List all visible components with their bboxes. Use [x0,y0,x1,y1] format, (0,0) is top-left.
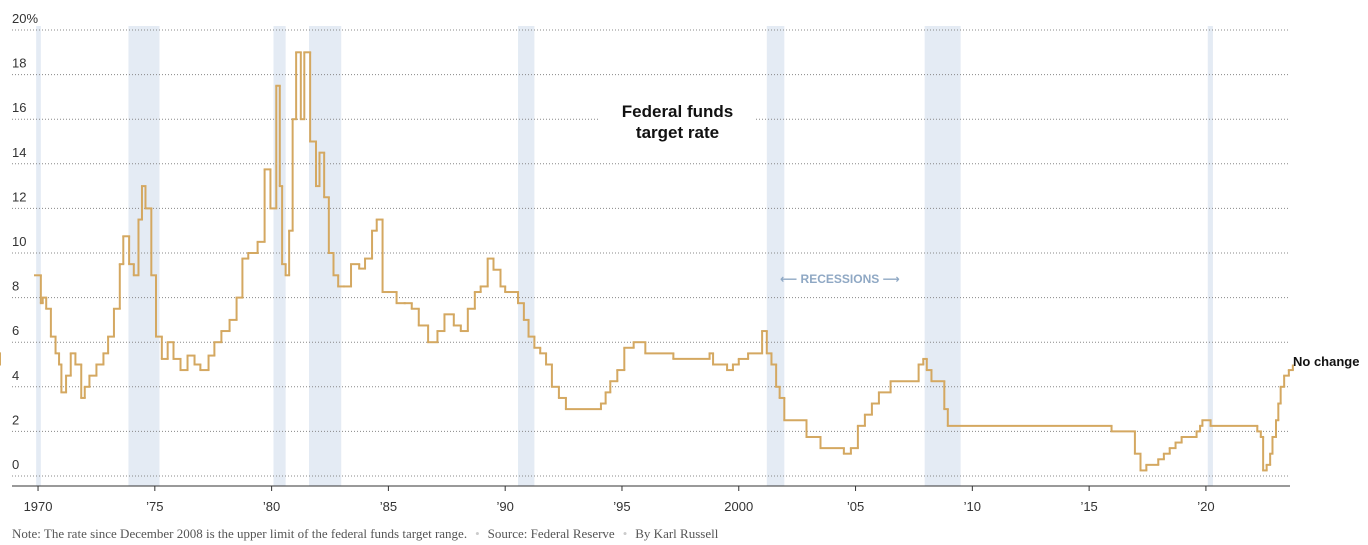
y-tick-label: 12 [12,189,26,204]
x-tick-label: ’75 [146,499,163,514]
recession-band [924,26,961,486]
arrow: ⟵ [780,272,801,286]
arrow: ⟶ [879,272,900,286]
recession-band [1207,26,1213,486]
series-annotation: Federal funds target rate [600,101,755,143]
recessions-label: ⟵ RECESSIONS ⟶ [780,272,900,286]
x-tick-label: ’20 [1197,499,1214,514]
x-tick-label: 1970 [24,499,53,514]
separator: • [622,526,628,541]
recession-band [128,26,160,486]
x-tick-label: ’10 [964,499,981,514]
y-tick-label: 20% [12,11,38,26]
separator: • [475,526,480,541]
note: Note: The rate since December 2008 is th… [12,526,468,541]
y-tick-label: 0 [12,457,19,472]
end-label: No change [1293,354,1360,369]
recession-band [518,26,535,486]
y-tick-label: 6 [12,323,19,338]
y-tick-label: 16 [12,100,26,115]
y-tick-label: 18 [12,56,26,71]
x-tick-label: 2000 [724,499,753,514]
byline: By Karl Russell [635,526,719,541]
y-tick-label: 2 [12,412,19,427]
recession-band [308,26,342,486]
y-tick-label: 10 [12,234,26,249]
y-tick-label: 4 [12,368,19,383]
y-tick-label: 14 [12,145,26,160]
recessions-text: RECESSIONS [800,272,880,286]
y-tick-label: 8 [12,279,19,294]
recession-band [766,26,785,486]
x-tick-label: ’15 [1080,499,1097,514]
x-tick-label: ’90 [497,499,514,514]
x-tick-label: ’95 [613,499,630,514]
footer: Note: The rate since December 2008 is th… [12,526,718,542]
x-tick-label: ’05 [847,499,864,514]
recession-band [36,26,41,486]
source: Source: Federal Reserve [487,526,615,541]
x-tick-label: ’85 [380,499,397,514]
x-tick-label: ’80 [263,499,280,514]
